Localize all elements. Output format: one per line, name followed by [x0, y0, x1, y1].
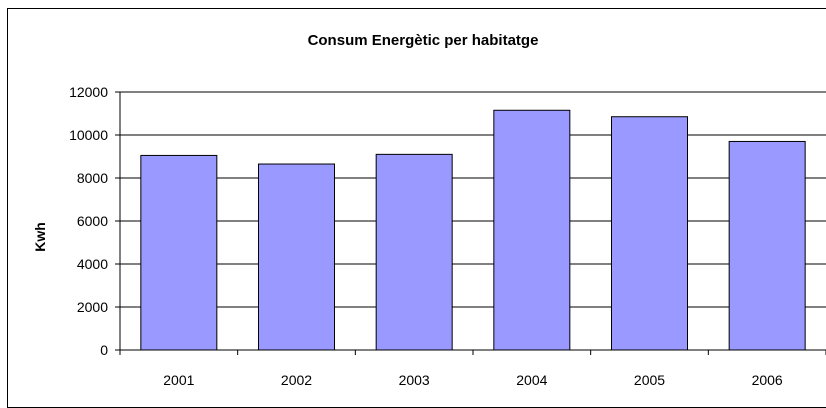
y-tick-label: 12000 [69, 84, 108, 100]
y-axis-label: Kwh [32, 222, 48, 252]
y-tick-label: 4000 [77, 256, 108, 272]
bar-2006 [728, 140, 806, 351]
chart-title: Consum Energètic per habitatge [308, 32, 539, 49]
bar-2002 [258, 163, 335, 351]
bar-2003 [375, 153, 453, 351]
y-tick-label: 10000 [69, 127, 108, 143]
y-tick-label: 0 [100, 342, 108, 358]
bar-chart: Consum Energètic per habitatge Kwh 0 2000… [32, 32, 826, 388]
x-tick-label: 2004 [516, 372, 547, 388]
x-tick-label: 2006 [752, 372, 783, 388]
bar-2004 [493, 109, 571, 351]
x-tick-label: 2003 [399, 372, 430, 388]
y-tick-label: 8000 [77, 170, 108, 186]
bar-2001 [140, 154, 218, 351]
y-tick-label: 6000 [77, 213, 108, 229]
x-tick-label: 2005 [634, 372, 665, 388]
y-tick-label: 2000 [77, 299, 108, 315]
x-tick-label: 2001 [163, 372, 194, 388]
bar-2005 [611, 116, 688, 351]
x-tick-label: 2002 [281, 372, 312, 388]
